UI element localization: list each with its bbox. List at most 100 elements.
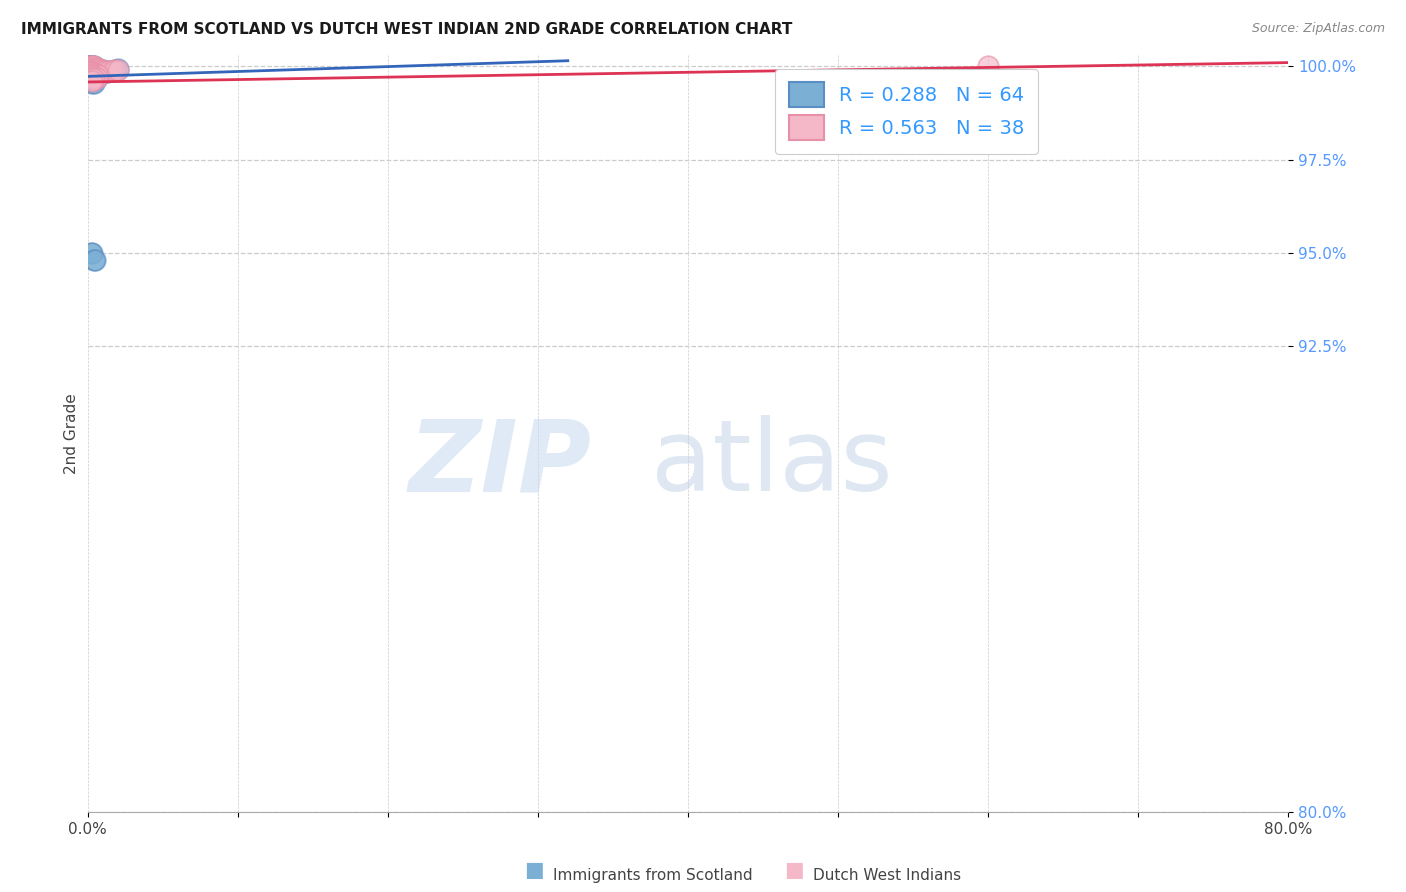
Point — [80, 63, 103, 78]
Point — [80, 65, 103, 79]
Point — [80, 59, 103, 73]
Point — [83, 59, 105, 73]
Point — [79, 59, 101, 73]
Point — [80, 245, 103, 260]
Point — [80, 67, 103, 81]
Point — [91, 65, 114, 79]
Point — [89, 65, 111, 79]
Point — [83, 72, 105, 87]
Point — [83, 69, 105, 83]
Text: ■: ■ — [524, 860, 544, 880]
Legend: R = 0.288   N = 64, R = 0.563   N = 38: R = 0.288 N = 64, R = 0.563 N = 38 — [775, 69, 1038, 153]
Point — [77, 59, 100, 73]
Point — [87, 67, 110, 81]
Point — [79, 61, 101, 75]
Point — [83, 65, 105, 79]
Point — [86, 63, 108, 78]
Point — [86, 63, 108, 78]
Point — [80, 70, 103, 85]
Point — [79, 67, 101, 81]
Text: IMMIGRANTS FROM SCOTLAND VS DUTCH WEST INDIAN 2ND GRADE CORRELATION CHART: IMMIGRANTS FROM SCOTLAND VS DUTCH WEST I… — [21, 22, 793, 37]
Text: ZIP: ZIP — [409, 416, 592, 512]
Point — [80, 68, 103, 82]
Point — [84, 65, 107, 79]
Text: Dutch West Indians: Dutch West Indians — [813, 869, 960, 883]
Point — [87, 68, 110, 82]
Point — [91, 63, 114, 78]
Point — [100, 63, 122, 78]
Point — [90, 63, 112, 78]
Point — [87, 63, 110, 78]
Point — [77, 59, 100, 73]
Point — [77, 59, 100, 73]
Point — [79, 245, 101, 260]
Point — [87, 62, 110, 77]
Point — [90, 65, 112, 79]
Point — [89, 63, 111, 78]
Point — [80, 76, 103, 90]
Point — [84, 69, 107, 83]
Point — [83, 66, 105, 80]
Point — [103, 63, 125, 78]
Text: ■: ■ — [785, 860, 804, 880]
Point — [89, 63, 111, 78]
Point — [83, 61, 105, 75]
Point — [79, 69, 101, 83]
Point — [84, 253, 107, 268]
Point — [80, 68, 103, 82]
Point — [97, 63, 120, 78]
Point — [80, 71, 103, 86]
Point — [91, 63, 114, 78]
Point — [84, 73, 107, 87]
Point — [86, 68, 108, 82]
Point — [80, 61, 103, 75]
Point — [83, 63, 105, 78]
Point — [79, 74, 101, 88]
Y-axis label: 2nd Grade: 2nd Grade — [65, 393, 79, 474]
Point — [94, 65, 117, 79]
Text: atlas: atlas — [651, 416, 893, 512]
Text: Source: ZipAtlas.com: Source: ZipAtlas.com — [1251, 22, 1385, 36]
Point — [80, 59, 103, 73]
Point — [87, 63, 110, 78]
Point — [103, 63, 125, 78]
Point — [84, 67, 107, 81]
Text: Immigrants from Scotland: Immigrants from Scotland — [553, 869, 752, 883]
Point — [84, 63, 107, 78]
Point — [84, 70, 107, 84]
Point — [83, 253, 105, 268]
Point — [86, 70, 108, 85]
Point — [83, 70, 105, 84]
Point — [80, 69, 103, 83]
Point — [79, 59, 101, 73]
Point — [94, 63, 117, 78]
Point — [80, 59, 103, 73]
Point — [87, 65, 110, 79]
Point — [97, 63, 120, 78]
Point — [80, 72, 103, 87]
Point — [83, 61, 105, 75]
Point — [84, 61, 107, 75]
Point — [96, 65, 118, 79]
Point — [77, 59, 100, 73]
Point — [83, 59, 105, 73]
Point — [80, 74, 103, 88]
Point — [84, 67, 107, 81]
Point — [83, 76, 105, 90]
Point — [86, 65, 108, 79]
Point — [93, 63, 115, 78]
Point — [93, 63, 115, 78]
Point — [77, 67, 100, 81]
Point — [80, 74, 103, 88]
Point — [84, 61, 107, 75]
Point — [89, 65, 111, 79]
Point — [83, 72, 105, 87]
Point — [84, 71, 107, 86]
Point — [79, 59, 101, 73]
Point — [83, 68, 105, 82]
Point — [107, 62, 129, 77]
Point — [100, 63, 122, 78]
Point — [86, 61, 108, 75]
Point — [79, 59, 101, 73]
Point — [90, 63, 112, 78]
